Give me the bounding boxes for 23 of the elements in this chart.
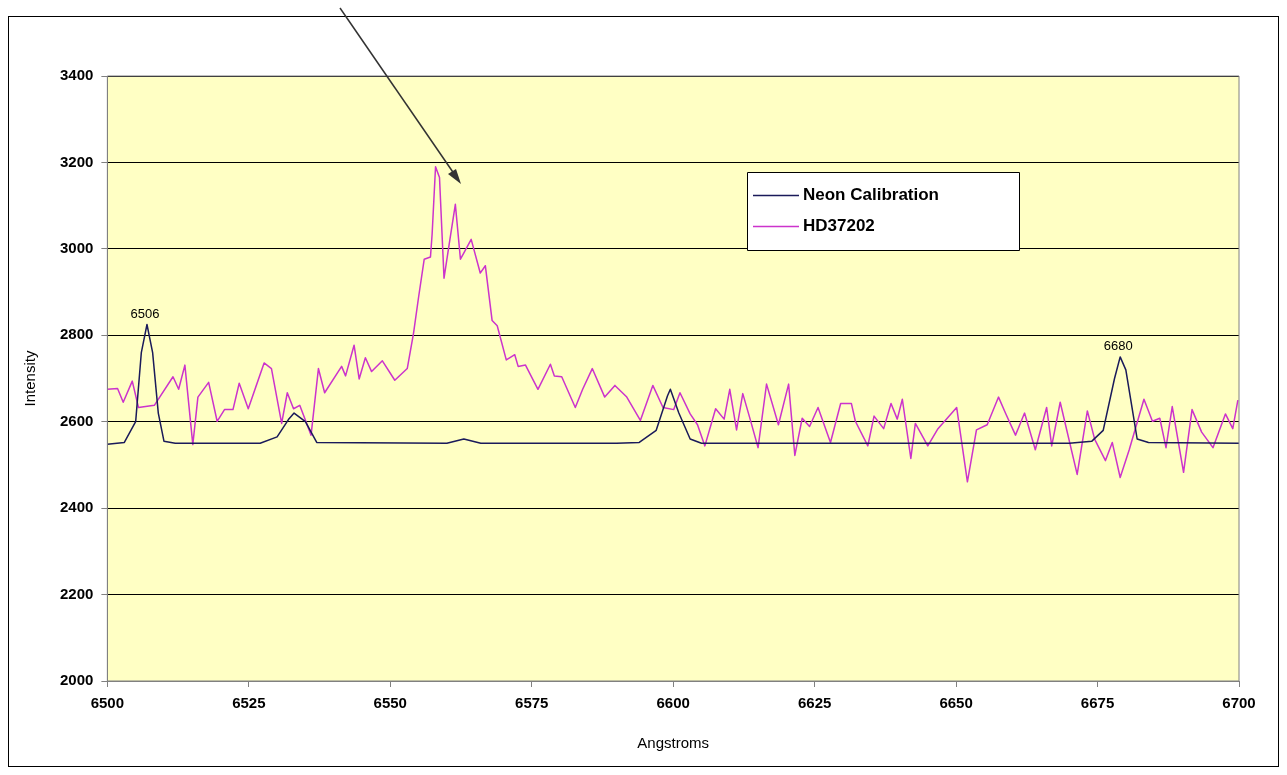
y-tick-label: 3400 <box>59 66 94 84</box>
y-tick-label: 2600 <box>59 411 94 429</box>
y-tick-label: 2000 <box>59 671 94 689</box>
legend-label: Neon Calibration <box>803 185 940 205</box>
x-tick-label: 6700 <box>1222 694 1256 712</box>
x-tick-label: 6550 <box>373 694 407 712</box>
y-tick-label: 2400 <box>59 498 94 516</box>
x-tick-label: 6575 <box>515 694 549 712</box>
x-tick-label: 6675 <box>1080 694 1115 712</box>
y-tick-label: 2200 <box>59 584 94 602</box>
x-tick-label: 6600 <box>656 694 690 712</box>
y-tick-label: 3000 <box>59 239 94 256</box>
x-tick-label: 6525 <box>232 694 266 712</box>
x-tick-label: 6625 <box>797 694 832 712</box>
x-tick-label: 6500 <box>90 694 125 712</box>
y-axis-title: Intensity <box>21 350 39 407</box>
annotation: 6506 <box>130 305 160 321</box>
y-tick-label: 2800 <box>59 325 94 343</box>
y-tick-label: 3200 <box>59 152 94 170</box>
legend-label: HD37202 <box>803 216 875 236</box>
annotation: 6680 <box>1103 337 1133 353</box>
x-tick-label: 6650 <box>939 694 973 712</box>
x-axis-title: Angstroms <box>637 734 710 752</box>
